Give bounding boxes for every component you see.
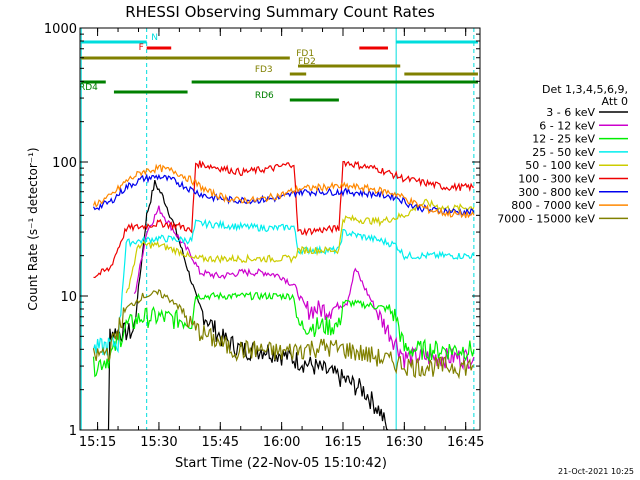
series-line-4 — [125, 198, 475, 294]
y-tick-label: 100 — [52, 156, 77, 171]
legend-header-1: Det 1,3,4,5,6,9, — [542, 83, 628, 96]
series-line-5 — [93, 160, 474, 279]
flag-label-fd3: FD3 — [255, 65, 273, 75]
flag-label-n: N — [151, 33, 158, 43]
legend-label: 25 - 50 keV — [532, 146, 595, 159]
series-line-7 — [92, 163, 475, 219]
flag-label-rd4: RD4 — [79, 83, 98, 93]
legend-label: 100 - 300 keV — [518, 173, 595, 186]
x-tick-label: 16:30 — [386, 435, 423, 450]
flag-label-fd1: FD1 — [296, 49, 314, 59]
chart-title: RHESSI Observing Summary Count Rates — [125, 3, 435, 21]
series-line-0 — [93, 179, 389, 430]
flag-label-f: F — [139, 43, 144, 53]
legend-label: 6 - 12 keV — [539, 119, 595, 132]
legend-label: 800 - 7000 keV — [511, 199, 595, 212]
y-tick-label: 1000 — [44, 22, 77, 37]
legend-header-2: Att 0 — [602, 95, 628, 108]
x-tick-label: 15:45 — [202, 435, 239, 450]
y-tick-label: 1 — [69, 424, 77, 439]
x-tick-label: 16:15 — [324, 435, 361, 450]
x-tick-label: 15:30 — [140, 435, 177, 450]
footer-date: 21-Oct-2021 10:25 — [558, 467, 634, 476]
series-line-2 — [92, 291, 475, 378]
x-tick-label: 16:45 — [447, 435, 484, 450]
flag-label-rd6: RD6 — [255, 91, 274, 101]
y-axis-label: Count Rate (s⁻¹ detector⁻¹) — [26, 147, 40, 310]
legend-label: 50 - 100 keV — [525, 159, 595, 172]
legend-label: 300 - 800 keV — [518, 186, 595, 199]
x-tick-label: 16:00 — [263, 435, 300, 450]
y-tick-label: 10 — [60, 290, 77, 305]
x-tick-label: 15:15 — [79, 435, 116, 450]
series-line-8 — [92, 288, 474, 380]
flag-label-rd0: RD0 — [46, 73, 65, 83]
flag-label-fd2: FD2 — [298, 57, 316, 67]
plot-frame — [79, 27, 481, 431]
legend-label: 7000 - 15000 keV — [497, 212, 595, 225]
legend-label: 12 - 25 keV — [532, 133, 595, 146]
series-line-3 — [92, 218, 475, 356]
x-axis-label: Start Time (22-Nov-05 15:10:42) — [175, 456, 387, 471]
legend-label: 3 - 6 keV — [546, 106, 595, 119]
